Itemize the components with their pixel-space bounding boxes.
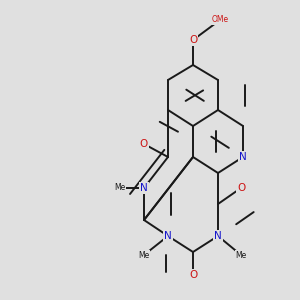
- Text: N: N: [239, 152, 247, 162]
- Text: N: N: [140, 183, 148, 193]
- Text: Me: Me: [114, 184, 126, 193]
- Text: N: N: [214, 231, 222, 241]
- Text: Me: Me: [138, 250, 150, 260]
- Text: Me: Me: [236, 250, 247, 260]
- Text: OMe: OMe: [212, 16, 229, 25]
- Text: O: O: [237, 183, 245, 193]
- Text: O: O: [140, 139, 148, 149]
- Text: N: N: [164, 231, 172, 241]
- Text: O: O: [189, 35, 197, 45]
- Text: O: O: [189, 270, 197, 280]
